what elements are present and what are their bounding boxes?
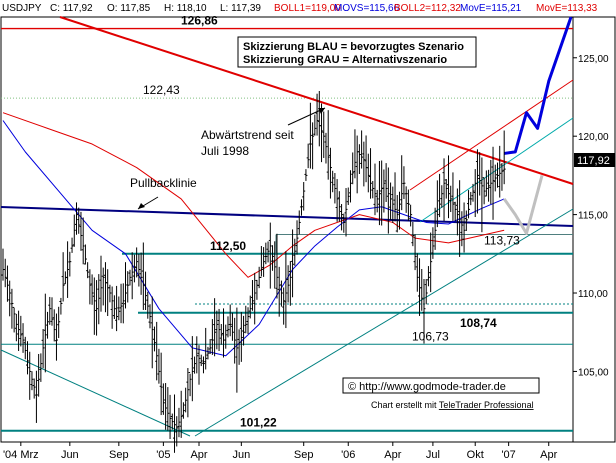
lower-channel-line — [0, 349, 191, 437]
x-tick-label: Apr — [190, 449, 207, 461]
x-tick-label: Okt — [467, 449, 484, 461]
x-tick-label: Apr — [540, 449, 557, 461]
downtrend-line — [59, 16, 574, 185]
movs-label: MOVS=115,66 — [334, 3, 400, 14]
x-tick-label: '04 Mrz — [3, 449, 39, 461]
low-label: L: 117,39 — [220, 3, 261, 14]
trendlines — [0, 16, 574, 437]
price-bars — [1, 90, 506, 453]
credits: © http://www.godmode-trader.de Chart ers… — [342, 377, 540, 410]
symbol-label: USDJPY — [2, 3, 42, 14]
level-labels: 126,86 122,43 112,50 113,73 108,74 106,73 101,… — [143, 14, 520, 430]
uptrend-line — [194, 208, 574, 437]
boll1-label: BOLL1=119,00 — [274, 3, 341, 14]
trend-annotation-arrow — [287, 107, 326, 126]
plot-frame — [0, 16, 574, 443]
x-tick-label: Jun — [61, 449, 79, 461]
y-axis: 105,00 110,00 115,00 120,00 125,00 — [573, 54, 609, 378]
x-axis: '04 Mrz Jun Sep '05 Apr Jun Sep '06 Apr Jul Okt '07… — [3, 442, 558, 461]
close-label: C: 117,92 — [50, 3, 93, 14]
open-label: O: 117,85 — [107, 3, 151, 14]
x-tick-label: Sep — [294, 449, 314, 461]
x-tick-label: Jul — [426, 449, 440, 461]
pullback-arrow-head — [138, 203, 145, 209]
level-label: 112,50 — [210, 239, 246, 253]
x-tick-label: '06 — [341, 449, 355, 461]
high-label: H: 118,10 — [164, 3, 207, 14]
y-tick-label: 120,00 — [578, 132, 609, 143]
trend-arrow-head — [318, 108, 325, 114]
copyright-box — [342, 377, 540, 394]
pullback-line — [0, 206, 574, 227]
level-label: 113,73 — [484, 234, 520, 248]
created-brand: TeleTrader Professional — [439, 400, 534, 410]
created-with-text: Chart erstellt mit TeleTrader Profession… — [371, 400, 534, 410]
legend-line-blue: Skizzierung BLAU = bevorzugtes Szenario — [243, 41, 464, 53]
y-tick-label: 115,00 — [578, 211, 608, 222]
y-tick-label: 110,00 — [578, 289, 608, 300]
level-label: 122,43 — [143, 83, 180, 97]
y-tick-label: 125,00 — [578, 54, 609, 65]
legend-line-grey: Skizzierung GRAU = Alternativszenario — [243, 54, 447, 66]
legend-box — [237, 36, 477, 68]
x-tick-label: '05 — [156, 449, 170, 461]
trend-annotation-line2: Juli 1998 — [201, 144, 249, 158]
boll2-label: BOLL2=112,32 — [394, 3, 461, 14]
y-tick-label: 105,00 — [578, 367, 609, 378]
last-price-value: 117,92 — [577, 155, 610, 167]
y-axis-panel — [572, 16, 616, 443]
last-price-box — [574, 153, 615, 167]
series-skizzierung-blau — [503, 16, 573, 155]
x-tick-label: Jun — [232, 449, 250, 461]
scenario-legend: Skizzierung BLAU = bevorzugtes Szenario … — [237, 36, 477, 68]
trend-annotation-line1: Abwärtstrend seit — [201, 128, 294, 142]
copyright-text: © http://www.godmode-trader.de — [348, 381, 506, 393]
level-label: 126,86 — [181, 14, 218, 28]
header: USDJPY C: 117,92 O: 117,85 H: 118,10 L: … — [2, 3, 598, 14]
move-label: MovE=115,21 — [460, 3, 522, 14]
level-label: 106,73 — [412, 329, 449, 343]
inner-channel-line — [419, 117, 574, 223]
move2-label: MovE=113,33 — [536, 3, 598, 14]
series-skizzierung-grau — [502, 175, 544, 235]
x-tick-label: Apr — [384, 449, 401, 461]
x-tick-label: '07 — [501, 449, 515, 461]
level-label: 108,74 — [460, 316, 497, 330]
x-tick-label: Sep — [109, 449, 129, 461]
last-price-tag: 117,92 — [574, 153, 615, 167]
created-prefix: Chart erstellt mit — [371, 400, 439, 410]
pullback-annotation: Pullbacklinie — [130, 176, 197, 190]
level-label: 101,22 — [240, 416, 277, 430]
